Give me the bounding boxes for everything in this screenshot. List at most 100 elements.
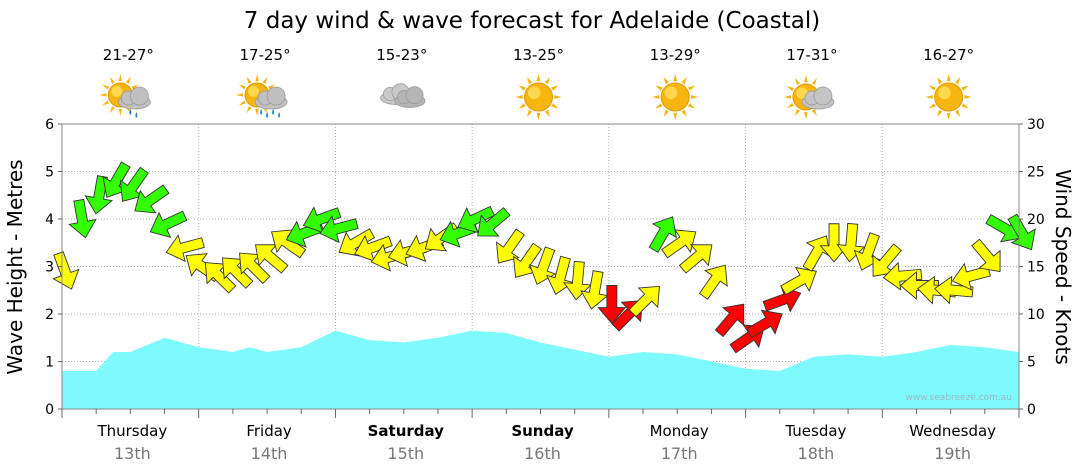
sun-shape: [652, 74, 699, 120]
sun-shape: [515, 74, 562, 120]
cloud-shape: [801, 86, 835, 110]
right-tick-label: 15: [1027, 260, 1045, 276]
right-tick-label: 20: [1027, 212, 1045, 228]
wind-arrow: [563, 260, 592, 301]
wind-arrow: [134, 184, 170, 214]
left-tick-label: 4: [45, 212, 54, 228]
sun-icon: [652, 74, 699, 120]
right-tick-label: 5: [1027, 355, 1036, 371]
sun-icon: [925, 74, 972, 120]
raindrop: [135, 112, 138, 118]
wind-arrow: [1007, 213, 1036, 251]
day-date: 18th: [798, 444, 835, 463]
plot-area: www.seabreeze.com.au: [52, 123, 1036, 410]
day-date: 15th: [387, 444, 424, 463]
day-name: Saturday: [368, 422, 445, 440]
wind-arrow: [204, 262, 237, 294]
cloud-shape: [117, 86, 151, 110]
watermark: www.seabreeze.com.au: [905, 393, 1012, 403]
left-tick-label: 3: [45, 260, 54, 276]
wind-arrow: [239, 252, 271, 285]
wind-arrow: [68, 198, 97, 239]
wind-arrow: [628, 285, 660, 318]
wind-arrow: [302, 206, 342, 234]
day-date: 17th: [661, 444, 698, 463]
raindrop: [266, 112, 269, 118]
wind-arrow: [661, 229, 697, 259]
right-tick-label: 10: [1027, 307, 1045, 323]
left-tick-label: 1: [45, 355, 54, 371]
wind-arrow: [762, 285, 802, 313]
wind-arrow: [597, 285, 627, 325]
right-axis-label: Wind Speed - Knots: [1051, 169, 1075, 365]
left-tick-label: 2: [45, 307, 54, 323]
wind-arrow: [714, 303, 745, 338]
wind-arrow: [580, 270, 609, 310]
weather-row: 21-27° 17-25° 15-23° 13-25° 13-29° 17-31° 16-2…: [99, 46, 974, 120]
day-name: Friday: [246, 422, 292, 440]
wind-arrow: [698, 264, 728, 300]
cloud-shape: [394, 86, 426, 108]
temp-range: 13-29°: [650, 46, 701, 64]
raindrop: [260, 109, 263, 115]
day-name: Monday: [650, 422, 709, 440]
wind-arrow: [495, 228, 525, 264]
wind-arrow: [354, 234, 393, 262]
wind-arrow: [971, 238, 1001, 273]
wave-height-area: [62, 330, 1019, 409]
sun-cloud-heavy-rain-icon: [236, 74, 288, 118]
temp-range: 17-31°: [786, 46, 837, 64]
left-tick-label: 0: [45, 402, 54, 418]
sun-shape: [925, 74, 972, 120]
temp-range: 21-27°: [103, 46, 154, 64]
wind-arrow: [678, 244, 713, 274]
wind-arrow: [254, 244, 289, 274]
day-name: Wednesday: [909, 422, 996, 440]
wind-arrow: [221, 257, 254, 289]
right-tick-label: 25: [1027, 165, 1045, 181]
wind-arrow: [338, 228, 376, 257]
cloud-icon: [380, 83, 426, 108]
right-tick-label: 0: [1027, 402, 1036, 418]
day-name: Sunday: [511, 422, 574, 440]
wind-arrow: [513, 242, 543, 278]
day-name: Tuesday: [784, 422, 846, 440]
wind-arrow: [529, 246, 557, 286]
wind-arrow: [165, 234, 205, 263]
wind-arrow: [882, 261, 923, 291]
right-tick-label: 30: [1027, 117, 1045, 133]
day-name: Thursday: [96, 422, 167, 440]
temp-range: 15-23°: [376, 46, 427, 64]
wind-arrow: [477, 207, 511, 237]
wind-arrows: [52, 161, 1036, 354]
wind-arrow: [780, 266, 817, 296]
chart-title: 7 day wind & wave forecast for Adelaide …: [244, 8, 820, 34]
wind-arrow: [120, 166, 149, 202]
wind-arrow: [149, 210, 188, 238]
left-tick-label: 5: [45, 165, 54, 181]
temp-range: 13-25°: [513, 46, 564, 64]
sun-cloud-icon: [783, 75, 835, 119]
right-axis: 0 5 10 15 20 25 30: [1019, 117, 1045, 418]
left-axis-label: Wave Height - Metres: [3, 159, 27, 374]
day-date: 13th: [114, 444, 151, 463]
sun-cloud-rain-icon: [99, 74, 151, 118]
wind-arrow: [457, 205, 496, 234]
wind-arrow: [648, 216, 677, 253]
day-date: 14th: [251, 444, 288, 463]
wind-arrow: [872, 243, 902, 277]
raindrop: [129, 109, 132, 115]
left-tick-label: 6: [45, 117, 54, 133]
wind-arrow: [746, 309, 783, 338]
sun-icon: [515, 74, 562, 120]
left-axis: 0 1 2 3 4 5 6: [45, 117, 62, 418]
raindrop: [278, 112, 281, 118]
cloud-shape: [254, 86, 288, 110]
day-date: 16th: [524, 444, 561, 463]
x-axis: Thursday 13th Friday 14th Saturday 15th Sunday…: [61, 409, 1020, 463]
temp-range: 17-25°: [240, 46, 291, 64]
temp-range: 16-27°: [923, 46, 974, 64]
wind-arrow: [319, 215, 359, 244]
raindrop: [272, 109, 275, 115]
